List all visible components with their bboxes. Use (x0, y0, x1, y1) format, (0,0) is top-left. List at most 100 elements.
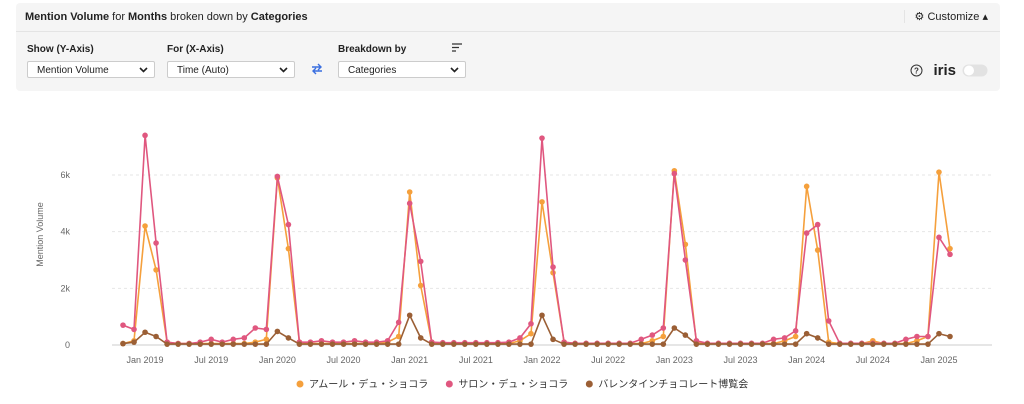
data-point (506, 340, 512, 347)
panel-title: Mention Volume for Months broken down by Cat… (25, 11, 311, 23)
data-point (186, 340, 192, 347)
data-point (186, 341, 192, 347)
dropdown[interactable]: Mention Volume (27, 61, 155, 78)
data-point (528, 341, 534, 347)
control-label: Show (Y-Axis) (27, 44, 94, 55)
data-point (847, 340, 854, 347)
title-part: Months (127, 11, 168, 23)
dropdown[interactable]: Time (Auto) (167, 61, 295, 78)
data-point (682, 241, 689, 248)
title-part: Categories (250, 11, 308, 23)
dropdown[interactable]: Categories (338, 61, 466, 78)
data-point (252, 339, 259, 345)
data-point (561, 339, 567, 345)
data-point (506, 341, 512, 347)
data-point (473, 341, 479, 347)
series-line (122, 313, 951, 345)
data-point (947, 333, 953, 340)
data-point (495, 339, 501, 346)
data-point (881, 341, 887, 347)
data-point (384, 337, 391, 344)
data-point (638, 341, 645, 347)
data-point (726, 341, 733, 347)
iris-toggle[interactable]: ? iris (910, 62, 988, 79)
data-point (451, 340, 457, 347)
data-point (340, 339, 347, 345)
x-tick-label: Jan 2019 (127, 355, 164, 365)
data-point (219, 341, 226, 347)
series (120, 132, 953, 347)
data-point (351, 340, 358, 347)
x-axis-control: For (X-Axis) Time (Auto) (167, 44, 295, 78)
data-point (836, 340, 843, 347)
sort-icon[interactable] (452, 43, 462, 52)
data-point (417, 258, 424, 265)
title-part: for (112, 11, 125, 23)
data-point (329, 340, 336, 347)
data-point (715, 340, 722, 347)
x-tick-label: Jan 2023 (656, 355, 693, 365)
data-point (870, 337, 876, 344)
customize-button[interactable]: ⚙ Customize ▴ (903, 10, 988, 23)
data-point (947, 245, 953, 252)
data-point (142, 132, 148, 139)
data-point (759, 340, 766, 347)
data-point (208, 341, 215, 347)
data-point (318, 341, 325, 347)
data-point (858, 340, 865, 347)
dropdown-value[interactable]: Mention Volume (37, 65, 109, 76)
data-point (814, 221, 821, 228)
data-point (451, 341, 457, 347)
data-point (395, 341, 402, 347)
dropdown-value[interactable]: Categories (348, 65, 397, 76)
y-tick-label: 4k (60, 227, 70, 237)
data-point (362, 341, 369, 347)
data-point (638, 340, 645, 347)
x-tick-label: Jul 2024 (856, 355, 890, 365)
legend-marker (585, 380, 593, 388)
x-tick-label: Jan 2022 (523, 355, 560, 365)
data-point (594, 341, 600, 347)
data-point (175, 340, 181, 347)
data-point (759, 340, 766, 347)
swap-icon[interactable] (311, 63, 323, 75)
data-point (649, 341, 656, 347)
data-point (759, 341, 766, 347)
data-point (870, 340, 876, 347)
data-point (153, 333, 159, 340)
x-tick-label: Jan 2024 (788, 355, 825, 365)
y-axis-title: Mention Volume (35, 202, 45, 267)
data-point (252, 341, 259, 347)
data-point (340, 340, 347, 347)
data-point (781, 341, 788, 347)
data-point (186, 340, 192, 347)
data-point (539, 312, 545, 319)
data-point (616, 340, 622, 347)
data-point (296, 341, 303, 347)
data-point (120, 340, 126, 347)
y-axis-control: Show (Y-Axis) Mention Volume (27, 44, 155, 78)
data-point (803, 230, 810, 236)
data-point (230, 336, 237, 343)
data-point (616, 340, 622, 347)
data-point (836, 340, 843, 347)
x-tick-label: Jan 2021 (391, 355, 428, 365)
data-point (230, 340, 237, 347)
dropdown-value[interactable]: Time (Auto) (177, 65, 229, 76)
data-point (241, 335, 248, 341)
series (120, 312, 953, 347)
data-point (517, 335, 523, 341)
data-point (230, 341, 237, 347)
data-point (539, 135, 545, 141)
data-point (439, 339, 446, 346)
data-point (858, 340, 865, 347)
customize-label[interactable]: Customize (927, 11, 980, 23)
data-point (671, 167, 678, 174)
data-point (693, 341, 700, 347)
data-point (406, 189, 413, 195)
iris-label: iris (933, 62, 956, 79)
data-point (803, 183, 810, 190)
data-point (219, 340, 226, 347)
data-point (528, 330, 534, 337)
data-point (858, 341, 865, 347)
